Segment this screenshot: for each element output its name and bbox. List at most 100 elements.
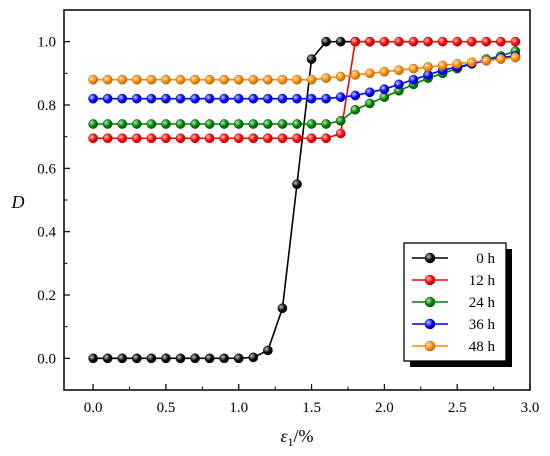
data-point — [88, 353, 98, 364]
legend-item: 24 h — [412, 295, 496, 311]
legend-marker — [424, 340, 436, 352]
data-point — [408, 74, 419, 85]
data-point — [510, 52, 521, 63]
legend-label: 36 h — [469, 317, 496, 333]
data-point — [466, 36, 477, 47]
data-point — [335, 36, 346, 47]
data-point — [321, 36, 331, 47]
data-point — [248, 119, 259, 129]
legend-item: 36 h — [412, 317, 496, 333]
data-point — [204, 353, 215, 364]
data-point — [350, 70, 361, 80]
legend-label: 48 h — [469, 339, 496, 355]
data-point — [364, 68, 375, 79]
plot-marks — [88, 36, 521, 364]
x-tick-label: 2.0 — [375, 400, 394, 416]
x-tick-label: 1.5 — [302, 400, 321, 416]
data-point — [510, 36, 521, 47]
data-point — [146, 74, 157, 85]
data-point — [131, 133, 142, 144]
y-tick-label: 0.0 — [37, 351, 56, 367]
data-point — [394, 36, 404, 47]
data-point — [161, 353, 171, 364]
data-point — [175, 93, 186, 104]
data-point — [146, 93, 157, 104]
data-point — [481, 36, 492, 47]
data-point — [233, 353, 244, 364]
data-point — [379, 36, 390, 47]
data-point — [277, 303, 288, 314]
data-point — [102, 133, 113, 144]
legend: 0 h 12 h 24 h 36 h 48 h — [403, 242, 512, 367]
data-point — [263, 133, 273, 144]
data-point — [292, 93, 302, 104]
data-point — [452, 36, 463, 47]
data-point — [248, 352, 259, 363]
data-point — [394, 65, 404, 76]
data-point — [292, 179, 302, 190]
series-line — [93, 50, 516, 125]
data-point — [219, 133, 230, 144]
data-point — [102, 119, 113, 129]
data-point — [306, 54, 317, 64]
data-point — [263, 119, 273, 129]
data-point — [117, 93, 128, 104]
data-point — [350, 104, 361, 115]
data-point — [277, 93, 288, 104]
series-48-h — [88, 52, 521, 85]
data-point — [117, 74, 128, 85]
legend-item: 48 h — [412, 339, 496, 355]
data-point — [248, 133, 259, 144]
data-point — [248, 93, 259, 104]
data-point — [364, 36, 375, 47]
legend-label: 24 h — [469, 295, 496, 311]
data-point — [466, 57, 477, 68]
series-line — [93, 40, 370, 360]
x-axis-label: ε1/% — [280, 426, 313, 449]
data-point — [481, 55, 492, 66]
data-point — [88, 119, 98, 129]
data-point — [233, 74, 244, 85]
data-point — [321, 73, 331, 83]
data-point — [146, 119, 157, 129]
data-point — [175, 353, 186, 364]
legend-item: 0 h — [412, 251, 496, 267]
data-point — [219, 353, 230, 364]
x-axis-label-symbol: ε — [280, 426, 288, 446]
data-point — [88, 74, 98, 85]
x-tick-label: 0.5 — [157, 400, 176, 416]
data-point — [190, 119, 200, 129]
data-point — [306, 119, 317, 129]
data-point — [175, 119, 186, 129]
data-point — [292, 133, 302, 144]
data-point — [161, 74, 171, 85]
data-point — [364, 98, 375, 109]
legend-label: 0 h — [476, 251, 495, 267]
y-tick-label: 0.4 — [37, 225, 56, 241]
data-point — [88, 93, 98, 104]
series-0-h — [88, 36, 375, 364]
legend-marker — [424, 318, 436, 330]
series-12-h — [88, 36, 521, 144]
data-point — [161, 93, 171, 104]
data-point — [292, 74, 302, 85]
data-point — [190, 93, 200, 104]
y-tick-label: 0.8 — [37, 98, 56, 114]
data-point — [219, 119, 230, 129]
data-point — [379, 84, 390, 95]
data-point — [102, 353, 113, 364]
data-point — [190, 133, 200, 144]
data-point — [219, 93, 230, 104]
data-point — [102, 74, 113, 85]
data-point — [146, 133, 157, 144]
data-point — [408, 63, 419, 74]
data-point — [117, 353, 128, 364]
legend-item: 12 h — [412, 273, 496, 289]
data-point — [175, 74, 186, 85]
legend-marker — [424, 274, 436, 286]
x-tick-label: 3.0 — [521, 400, 540, 416]
data-point — [219, 74, 230, 85]
data-point — [161, 133, 171, 144]
data-point — [496, 54, 506, 64]
data-point — [379, 66, 390, 77]
